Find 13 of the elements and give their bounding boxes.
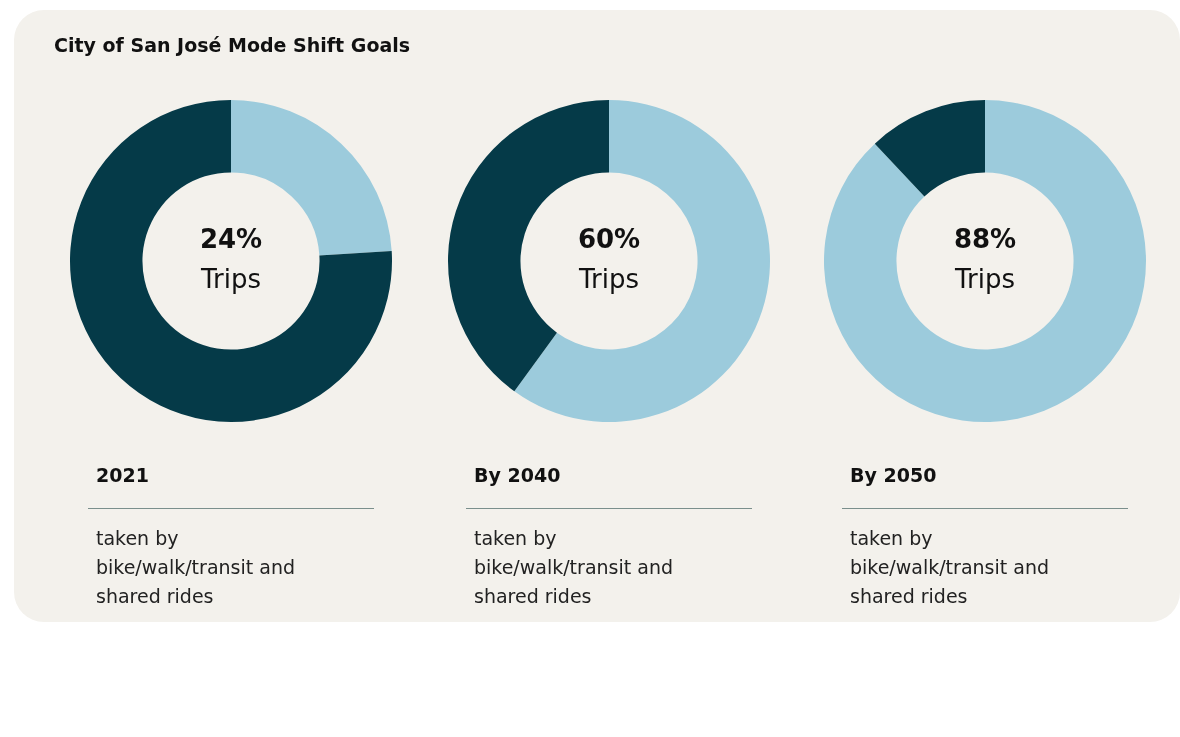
data-label: 24%: [199, 223, 263, 254]
text: taken by bike/walk/transit and shared rides: [850, 526, 1050, 609]
text: 2021: [96, 464, 149, 486]
text: Trips: [199, 263, 262, 294]
text: Trips: [577, 263, 640, 294]
text: taken by bike/walk/transit and shared rides: [96, 526, 296, 609]
data-label: 60%: [577, 223, 641, 254]
text: taken by bike/walk/transit and shared rides: [474, 526, 674, 609]
text: By 2050: [850, 464, 937, 486]
text: Trips: [953, 263, 1016, 294]
data-label: 88%: [953, 223, 1017, 254]
text: By 2040: [474, 464, 561, 486]
chart-title: City of San José Mode Shift Goals: [54, 34, 411, 56]
